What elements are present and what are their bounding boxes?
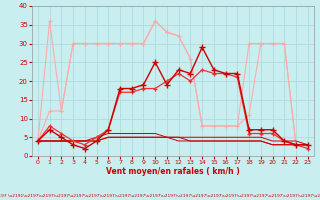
X-axis label: Vent moyen/en rafales ( km/h ): Vent moyen/en rafales ( km/h ) (106, 167, 240, 176)
Text: \u2191\u2191\u2197\u2197\u2197\u2197\u2197\u2197 \u2197 \u2191\u2197\u2197\u2197: \u2191\u2191\u2197\u2197\u2197\u2197\u21… (0, 194, 320, 198)
